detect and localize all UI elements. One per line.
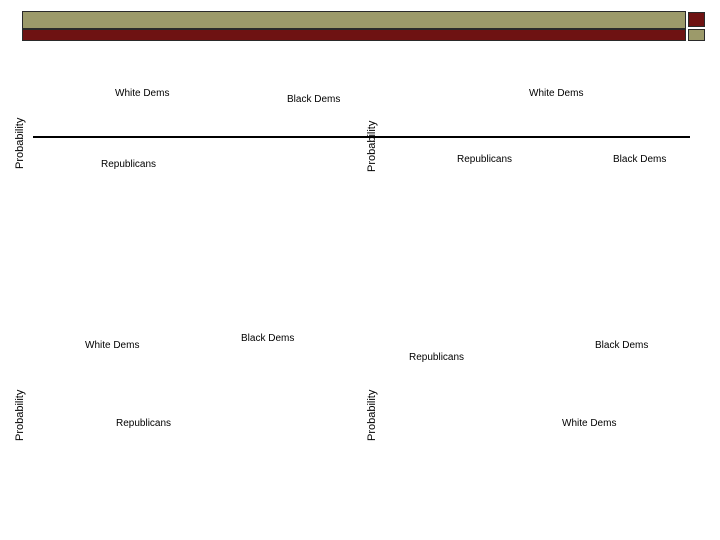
banner-square-top <box>688 12 705 27</box>
panel-3-label-black-dems: Black Dems <box>241 333 295 344</box>
panel-3-label-republicans: Republicans <box>116 418 172 429</box>
panel-4-label-white-dems: White Dems <box>562 418 617 429</box>
panel-1-label-republicans: Republicans <box>101 159 157 170</box>
banner-bottom-bar <box>22 29 686 41</box>
panel-3-y-axis-label: Probability <box>14 389 26 441</box>
panel-1-label-white-dems: White Dems <box>115 88 170 99</box>
horizontal-divider <box>33 136 690 138</box>
panel-2-y-axis-label: Probability <box>366 120 378 172</box>
panel-2-label-republicans: Republicans <box>457 154 513 165</box>
panel-4-label-black-dems: Black Dems <box>595 340 649 351</box>
banner-square-bottom <box>688 29 705 41</box>
banner-top-bar <box>22 11 686 29</box>
panel-3-label-white-dems: White Dems <box>85 340 140 351</box>
panel-4-y-axis-label: Probability <box>366 389 378 441</box>
panel-2-label-white-dems: White Dems <box>529 88 584 99</box>
panel-1-y-axis-label: Probability <box>14 117 26 169</box>
panel-2-label-black-dems: Black Dems <box>613 154 667 165</box>
panel-1-label-black-dems: Black Dems <box>287 94 341 105</box>
title-banner <box>22 11 708 43</box>
panel-4-label-republicans: Republicans <box>409 352 465 363</box>
